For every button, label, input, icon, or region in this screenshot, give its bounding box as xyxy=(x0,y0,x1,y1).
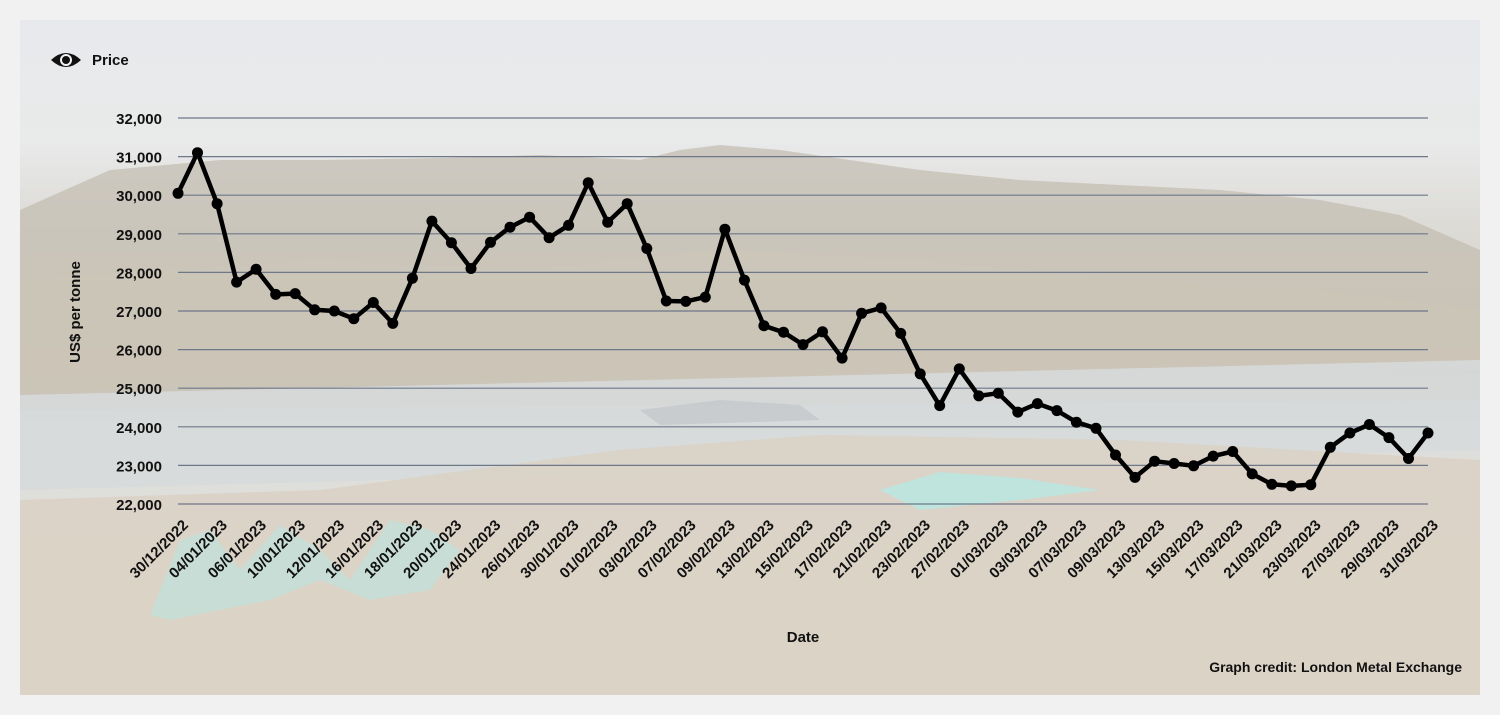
data-point xyxy=(680,295,692,307)
data-point xyxy=(660,295,672,307)
data-point xyxy=(485,236,496,248)
data-point xyxy=(1149,455,1161,467)
data-point xyxy=(699,291,711,303)
data-point xyxy=(1207,450,1219,462)
data-point xyxy=(309,304,321,316)
legend-label: Price xyxy=(92,51,129,69)
data-point xyxy=(1090,422,1102,434)
line-chart: 22,000 23,000 24,000 25,000 26,000 27,000 28,0… xyxy=(67,111,1442,646)
data-point xyxy=(192,147,203,159)
data-point xyxy=(387,317,399,329)
chart-frame: Price 22,000 23,000 24,000 25,000 26,000 27,0… xyxy=(20,20,1480,695)
y-tick-label: 27,000 xyxy=(116,304,162,321)
data-point xyxy=(504,221,516,233)
data-point xyxy=(641,243,653,254)
data-point xyxy=(973,390,985,402)
data-point xyxy=(738,274,750,286)
data-point xyxy=(1305,479,1317,491)
data-point xyxy=(1168,458,1180,469)
data-point xyxy=(582,177,594,189)
data-point xyxy=(1363,419,1375,430)
data-point xyxy=(211,198,223,210)
data-point xyxy=(1012,406,1024,418)
y-tick-label: 23,000 xyxy=(116,458,162,475)
data-point xyxy=(895,327,907,339)
data-point xyxy=(426,215,438,227)
y-tick-label: 31,000 xyxy=(116,150,162,167)
x-axis-label: Date xyxy=(787,629,820,646)
data-point xyxy=(875,302,887,314)
data-point xyxy=(563,219,575,231)
data-point xyxy=(719,223,731,235)
series-line xyxy=(175,150,1430,489)
data-point xyxy=(914,368,926,380)
y-tick-label: 29,000 xyxy=(116,227,162,244)
data-point xyxy=(758,320,770,332)
background-landscape xyxy=(20,145,1480,695)
data-point xyxy=(1031,398,1043,410)
data-point xyxy=(1422,427,1434,439)
data-point xyxy=(524,211,536,223)
data-point xyxy=(1383,432,1395,444)
data-point xyxy=(1266,478,1278,490)
data-point xyxy=(992,387,1004,399)
y-tick-label: 22,000 xyxy=(116,497,162,514)
data-point xyxy=(778,326,789,338)
data-point xyxy=(172,187,184,199)
data-point xyxy=(348,313,360,325)
data-point xyxy=(602,216,614,228)
y-tick-label: 30,000 xyxy=(116,188,162,205)
data-point xyxy=(1070,416,1082,428)
data-point xyxy=(1129,471,1141,483)
legend: Price xyxy=(50,50,129,70)
background-wash xyxy=(20,20,1480,695)
graph-credit: Graph credit: London Metal Exchange xyxy=(1209,659,1462,675)
data-point xyxy=(953,363,965,375)
data-point xyxy=(270,288,282,300)
data-point xyxy=(1403,453,1414,464)
data-point xyxy=(328,305,340,317)
data-point xyxy=(1285,480,1297,492)
data-point xyxy=(445,237,457,249)
y-tick-label: 32,000 xyxy=(116,111,162,128)
data-point xyxy=(1227,446,1239,457)
y-tick-label: 24,000 xyxy=(116,420,162,437)
data-point xyxy=(856,307,868,319)
data-point xyxy=(543,232,555,244)
data-point xyxy=(289,288,301,300)
y-tick-label: 26,000 xyxy=(116,343,162,360)
data-point xyxy=(1246,468,1258,480)
data-point xyxy=(1051,405,1063,417)
data-point xyxy=(231,276,243,288)
data-point xyxy=(367,297,379,308)
data-point xyxy=(621,198,633,210)
y-tick-label: 28,000 xyxy=(116,265,162,282)
data-point xyxy=(817,326,828,338)
data-point xyxy=(1324,441,1336,453)
data-point xyxy=(406,272,418,284)
data-point xyxy=(250,263,262,275)
y-axis-label: US$ per tonne xyxy=(67,261,84,363)
data-point xyxy=(836,352,848,364)
y-tick-label: 25,000 xyxy=(116,381,162,398)
data-point xyxy=(1188,460,1200,472)
data-point xyxy=(1344,427,1356,439)
data-point xyxy=(934,400,946,412)
eye-icon xyxy=(51,53,81,67)
data-point xyxy=(465,263,477,274)
data-point xyxy=(797,339,809,351)
data-point xyxy=(1110,449,1121,461)
